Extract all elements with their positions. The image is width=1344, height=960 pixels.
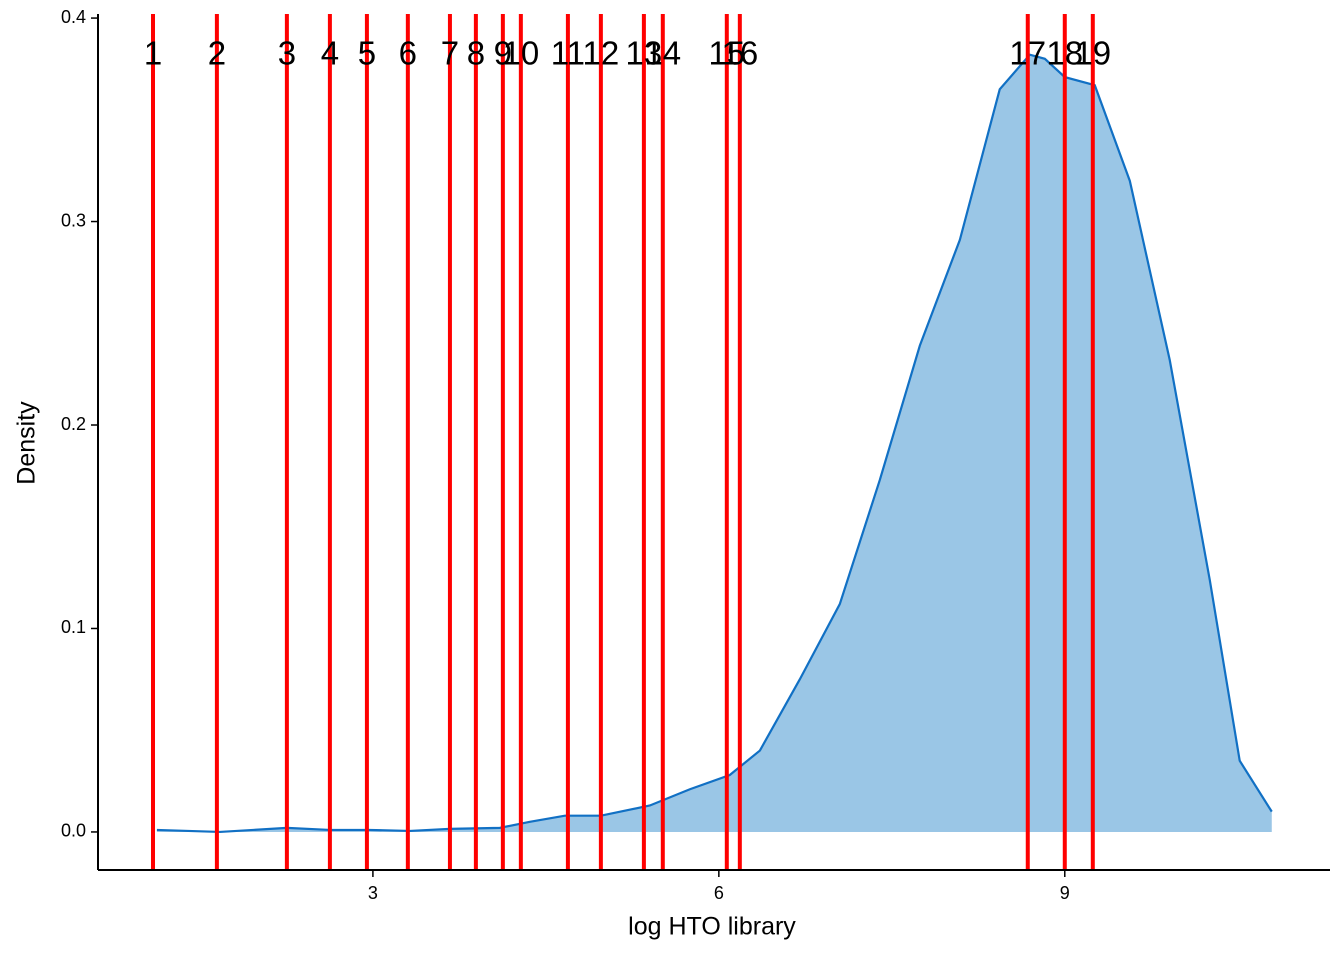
threshold-label: 7: [441, 35, 459, 72]
x-tick-label: 3: [368, 883, 378, 903]
threshold-label: 12: [583, 35, 620, 72]
x-axis-title: log HTO library: [628, 913, 796, 941]
density-line: [156, 53, 1273, 834]
threshold-label: 14: [644, 35, 681, 72]
y-axis-title: Density: [13, 401, 41, 485]
density-area: [156, 54, 1272, 832]
threshold-label: 19: [1074, 35, 1111, 72]
threshold-label: 13: [626, 35, 663, 72]
y-tick-label: 0.3: [61, 210, 86, 230]
y-tick-label: 0.1: [61, 617, 86, 637]
y-tick-label: 0.0: [61, 821, 86, 841]
threshold-label: 2: [208, 35, 226, 72]
y-tick-label: 0.4: [61, 7, 86, 27]
threshold-label: 9: [494, 35, 512, 72]
y-tick-label: 0.2: [61, 414, 86, 434]
threshold-label: 15: [708, 35, 745, 72]
threshold-label: 11: [551, 35, 585, 72]
threshold-label: 8: [467, 35, 485, 72]
threshold-label: 16: [721, 35, 758, 72]
x-tick-label: 6: [714, 883, 724, 903]
threshold-label: 1: [144, 35, 162, 72]
x-tick-label: 9: [1060, 883, 1070, 903]
threshold-label: 3: [278, 35, 296, 72]
threshold-label: 5: [358, 35, 376, 72]
threshold-label: 17: [1009, 35, 1046, 72]
threshold-label: 4: [321, 35, 339, 72]
threshold-label: 10: [502, 35, 539, 72]
threshold-label: 18: [1046, 35, 1083, 72]
threshold-label: 6: [399, 35, 417, 72]
